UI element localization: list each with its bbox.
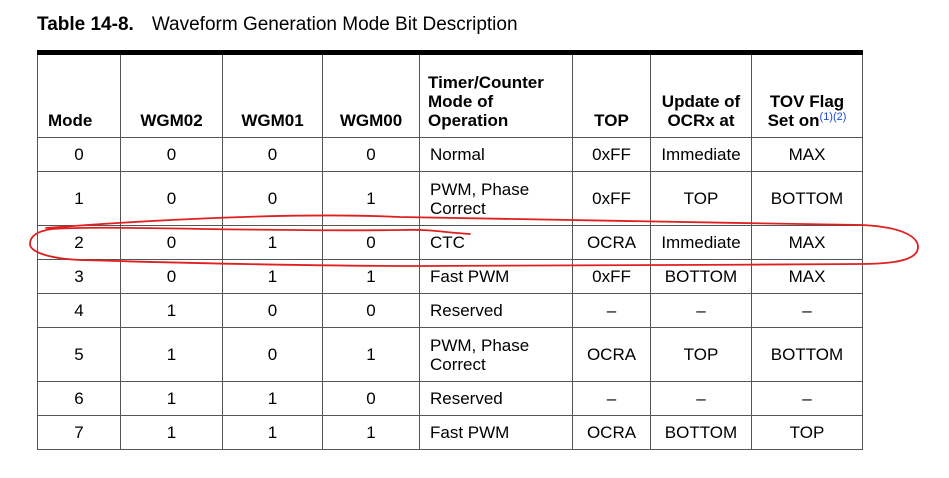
table-row: 1 0 0 1 PWM, Phase Correct 0xFF TOP BOTTOM [37, 171, 863, 226]
cell-tov: – [751, 293, 863, 328]
cell-wgm02: 0 [120, 225, 223, 260]
cell-mode: 3 [37, 259, 121, 294]
cell-operation: PWM, Phase Correct [419, 171, 573, 226]
cell-wgm01: 0 [222, 171, 323, 226]
cell-wgm00: 0 [322, 293, 420, 328]
cell-wgm01: 1 [222, 415, 323, 450]
cell-wgm01: 1 [222, 381, 323, 416]
footnote-ref[interactable]: (1)(2) [819, 111, 847, 123]
cell-wgm00: 0 [322, 381, 420, 416]
table-row: 5 1 0 1 PWM, Phase Correct OCRA TOP BOTTOM [37, 327, 863, 382]
table-title: Waveform Generation Mode Bit Description [151, 14, 518, 35]
cell-top: 0xFF [572, 171, 651, 226]
cell-wgm00: 1 [322, 259, 420, 294]
cell-tov: BOTTOM [751, 327, 863, 382]
cell-operation: CTC [419, 225, 573, 260]
cell-wgm00: 1 [322, 415, 420, 450]
header-top: TOP [572, 52, 651, 138]
header-wgm01: WGM01 [222, 52, 323, 138]
cell-wgm01: 0 [222, 327, 323, 382]
cell-mode: 2 [37, 225, 121, 260]
cell-wgm01: 0 [222, 293, 323, 328]
cell-update: Immediate [650, 137, 752, 172]
cell-operation: Reserved [419, 293, 573, 328]
table-row: 4 1 0 0 Reserved – – – [37, 293, 863, 328]
cell-update: TOP [650, 171, 752, 226]
cell-top: OCRA [572, 225, 651, 260]
cell-top: OCRA [572, 327, 651, 382]
cell-operation: Fast PWM [419, 415, 573, 450]
header-row: Mode WGM02 WGM01 WGM00 Timer/Counter Mode… [37, 52, 863, 138]
cell-update: BOTTOM [650, 415, 752, 450]
cell-wgm02: 1 [120, 293, 223, 328]
cell-mode: 7 [37, 415, 121, 450]
cell-wgm02: 1 [120, 415, 223, 450]
cell-mode: 6 [37, 381, 121, 416]
cell-tov: – [751, 381, 863, 416]
cell-mode: 1 [37, 171, 121, 226]
cell-mode: 5 [37, 327, 121, 382]
cell-tov: BOTTOM [751, 171, 863, 226]
cell-update: – [650, 381, 752, 416]
cell-tov: MAX [751, 225, 863, 260]
table-row: 6 1 1 0 Reserved – – – [37, 381, 863, 416]
cell-tov: MAX [751, 259, 863, 294]
cell-update: TOP [650, 327, 752, 382]
cell-operation: PWM, Phase Correct [419, 327, 573, 382]
cell-top: OCRA [572, 415, 651, 450]
cell-wgm02: 0 [120, 137, 223, 172]
cell-wgm02: 0 [120, 171, 223, 226]
cell-wgm00: 1 [322, 327, 420, 382]
cell-operation: Reserved [419, 381, 573, 416]
cell-wgm01: 1 [222, 225, 323, 260]
cell-operation: Fast PWM [419, 259, 573, 294]
cell-wgm02: 1 [120, 381, 223, 416]
table-row: 7 1 1 1 Fast PWM OCRA BOTTOM TOP [37, 415, 863, 450]
cell-top: 0xFF [572, 259, 651, 294]
table-row: 2 0 1 0 CTC OCRA Immediate MAX [37, 225, 863, 260]
cell-update: BOTTOM [650, 259, 752, 294]
header-update: Update of OCRx at [650, 52, 752, 138]
header-mode: Mode [37, 52, 121, 138]
table-number: Table 14-8. [37, 14, 134, 35]
cell-tov: MAX [751, 137, 863, 172]
cell-top: – [572, 293, 651, 328]
cell-update: – [650, 293, 752, 328]
cell-top: 0xFF [572, 137, 651, 172]
waveform-mode-table: Mode WGM02 WGM01 WGM00 Timer/Counter Mode… [37, 50, 863, 450]
cell-wgm01: 1 [222, 259, 323, 294]
header-tov-flag: TOV Flag Set on(1)(2) [751, 52, 863, 138]
cell-update: Immediate [650, 225, 752, 260]
table-row: 0 0 0 0 Normal 0xFF Immediate MAX [37, 137, 863, 172]
cell-wgm00: 1 [322, 171, 420, 226]
table-caption: Table 14-8. Waveform Generation Mode Bit … [37, 14, 518, 36]
cell-mode: 4 [37, 293, 121, 328]
header-operation: Timer/Counter Mode of Operation [419, 52, 573, 138]
cell-wgm02: 0 [120, 259, 223, 294]
header-wgm00: WGM00 [322, 52, 420, 138]
cell-wgm00: 0 [322, 137, 420, 172]
cell-wgm02: 1 [120, 327, 223, 382]
cell-tov: TOP [751, 415, 863, 450]
cell-wgm00: 0 [322, 225, 420, 260]
cell-mode: 0 [37, 137, 121, 172]
header-wgm02: WGM02 [120, 52, 223, 138]
cell-wgm01: 0 [222, 137, 323, 172]
cell-top: – [572, 381, 651, 416]
cell-operation: Normal [419, 137, 573, 172]
table-row: 3 0 1 1 Fast PWM 0xFF BOTTOM MAX [37, 259, 863, 294]
